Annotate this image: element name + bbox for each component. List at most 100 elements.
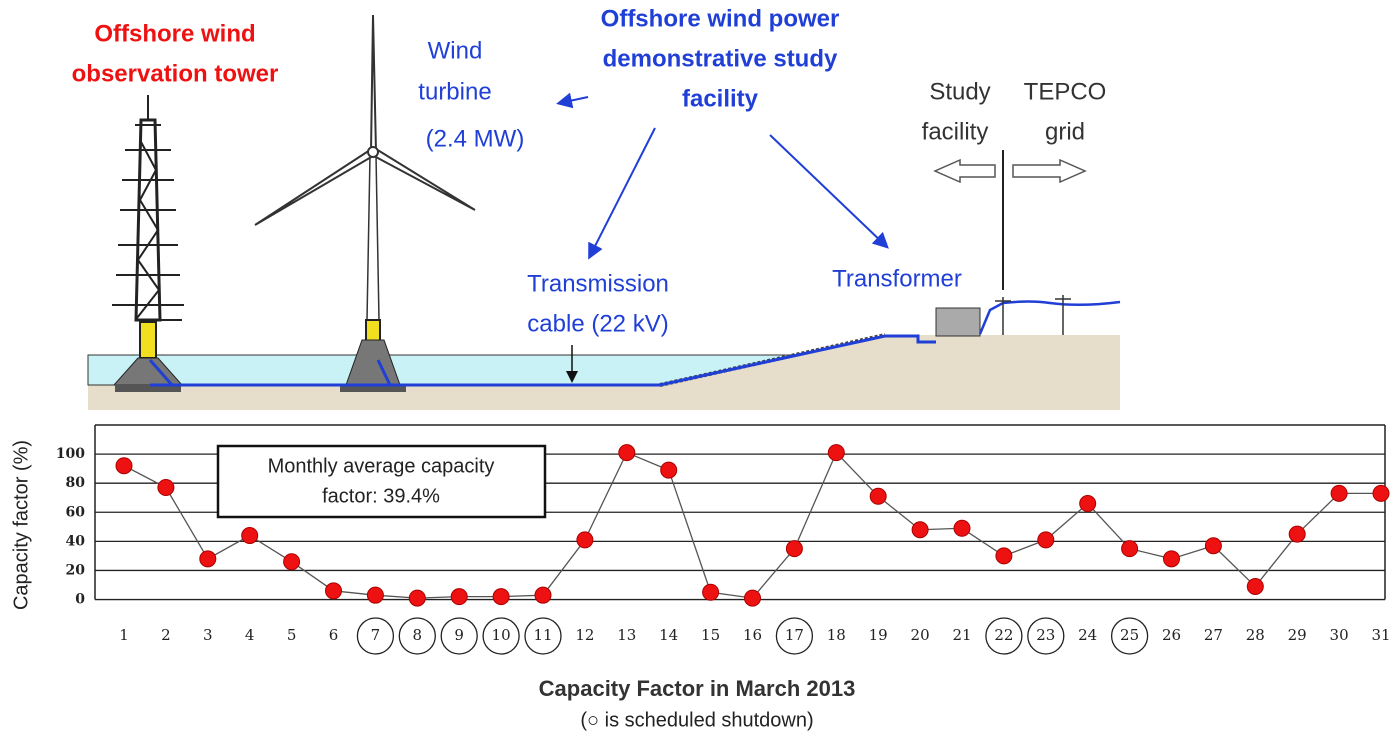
arrow-right: [1012, 158, 1087, 184]
x-tick-label: 4: [245, 626, 255, 644]
chart-subtitle: (○ is scheduled shutdown): [580, 709, 813, 731]
data-point: [1372, 484, 1390, 502]
turbine-footing: [340, 384, 406, 392]
y-tick-label: 0: [75, 592, 85, 608]
shutdown-circle: [356, 617, 395, 655]
turbine-foundation: [345, 339, 401, 386]
x-tick-label: 12: [575, 626, 594, 644]
study-facility: Study: [929, 78, 990, 105]
x-tick-label: 30: [1330, 626, 1349, 644]
x-tick-label: 3: [203, 626, 213, 644]
data-point: [744, 589, 761, 607]
data-point: [241, 527, 259, 545]
turbine-label: turbine: [418, 78, 491, 105]
tower-base: [139, 321, 157, 359]
data-point: [534, 586, 552, 604]
data-point: [1079, 495, 1097, 513]
data-point: [1163, 550, 1180, 568]
x-tick-label: 11: [533, 626, 552, 644]
x-tick-label: 9: [454, 626, 464, 644]
x-tick-label: 14: [659, 626, 678, 644]
data-point: [157, 479, 175, 497]
turbine-label: Wind: [428, 37, 483, 64]
data-point: [827, 444, 845, 462]
data-point: [869, 487, 887, 505]
tower-label: Offshore wind: [94, 20, 255, 47]
x-tick-label: 31: [1371, 626, 1390, 644]
data-point: [450, 588, 468, 606]
transformer-label: Transformer: [832, 265, 962, 292]
annotation-text: Monthly average capacity: [268, 455, 495, 477]
data-point: [492, 588, 510, 606]
data-point: [995, 547, 1013, 565]
cable-label: Transmission: [527, 270, 669, 297]
x-tick-label: 22: [994, 626, 1013, 644]
x-tick-label: 18: [827, 626, 846, 644]
data-point: [283, 553, 301, 571]
data-point: [408, 589, 426, 607]
data-point: [1204, 537, 1222, 555]
shutdown-circle: [1110, 617, 1149, 655]
x-tick-label: 6: [329, 626, 339, 644]
data-point: [1037, 531, 1055, 549]
arrow: [588, 127, 656, 260]
grid-label: TEPCO: [1024, 78, 1107, 105]
x-tick-label: 27: [1204, 626, 1223, 644]
cable: [148, 359, 174, 386]
data-point: [1121, 540, 1139, 558]
cable: [376, 359, 392, 386]
transformer: [935, 307, 981, 337]
turbine-capacity: (2.4 MW): [426, 125, 525, 152]
annotation-text: factor: 39.4%: [322, 485, 440, 507]
x-tick-label: 5: [287, 626, 297, 644]
annotation-box: [216, 444, 547, 519]
data-point: [199, 550, 217, 568]
turbine-blades: [254, 14, 476, 226]
x-tick-label: 1: [119, 626, 129, 644]
x-tick-label: 10: [492, 626, 511, 644]
data-point: [1330, 484, 1348, 502]
grid-label: grid: [1045, 118, 1085, 145]
y-tick-label: 100: [56, 446, 85, 462]
arrow: [769, 134, 889, 249]
data-point: [325, 582, 342, 600]
chart-title: Capacity Factor in March 2013: [539, 676, 856, 701]
data-point: [702, 583, 720, 601]
shutdown-circle: [985, 617, 1023, 655]
y-tick-label: 20: [66, 562, 86, 578]
y-tick-label: 60: [66, 504, 86, 520]
x-tick-label: 24: [1078, 626, 1097, 644]
facility-label: demonstrative study: [603, 45, 838, 72]
x-tick-label: 19: [869, 626, 888, 644]
cable: [150, 334, 936, 387]
shutdown-circle: [398, 617, 436, 655]
x-tick-label: 21: [952, 626, 971, 644]
y-tick-label: 80: [66, 475, 86, 491]
data-point: [1246, 577, 1264, 595]
cable-label: cable (22 kV): [527, 310, 668, 337]
arrow: [556, 92, 589, 109]
data-point: [785, 540, 803, 558]
observation-tower: [112, 95, 184, 322]
tower-label: observation tower: [72, 60, 279, 87]
y-axis-label: Capacity factor (%): [10, 440, 32, 610]
x-tick-label: 15: [701, 626, 720, 644]
turbine-tower: [366, 154, 380, 321]
shutdown-circle: [482, 617, 520, 655]
x-tick-label: 29: [1288, 626, 1307, 644]
x-tick-label: 16: [743, 626, 762, 644]
arrow-left: [933, 158, 996, 184]
data-point: [115, 457, 133, 475]
shutdown-circle: [524, 617, 562, 655]
tower-footing: [115, 384, 181, 392]
data-point: [366, 586, 384, 604]
data-point: [660, 461, 678, 479]
data-point: [1288, 525, 1306, 543]
x-tick-label: 8: [413, 626, 423, 644]
x-tick-label: 20: [911, 626, 930, 644]
study-facility: facility: [922, 118, 989, 145]
x-tick-label: 26: [1162, 626, 1181, 644]
illustration: [87, 14, 1121, 410]
x-tick-label: 7: [371, 626, 381, 644]
